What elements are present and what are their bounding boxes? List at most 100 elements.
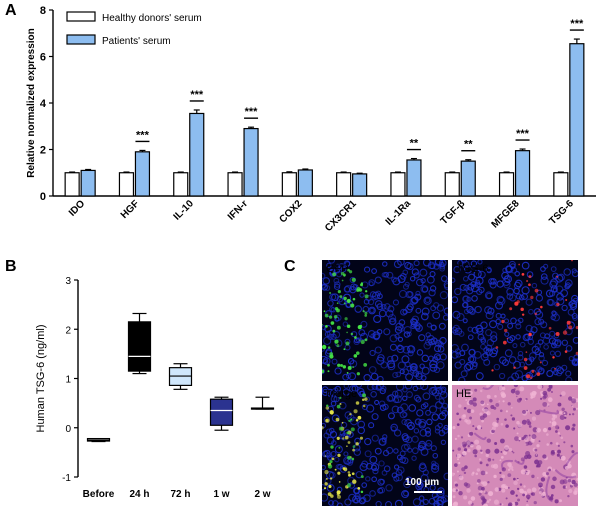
bar-healthy — [553, 172, 569, 197]
nucleus — [322, 368, 326, 375]
nucleus — [460, 370, 468, 378]
bar-patients — [243, 127, 259, 197]
he-cell — [542, 471, 547, 477]
x-tick-label: 2 w — [254, 489, 270, 500]
nucleus — [420, 312, 429, 321]
signal-spot — [322, 344, 327, 350]
x-tick-label: MFGE8 — [490, 198, 522, 230]
legend-label: Healthy donors' serum — [102, 13, 202, 24]
nucleus — [471, 326, 479, 334]
nucleus — [371, 295, 377, 301]
nucleus — [443, 307, 448, 315]
nucleus — [387, 412, 395, 420]
he-cell — [500, 391, 505, 396]
signal-spot — [335, 417, 340, 422]
panel-a-letter: A — [5, 2, 17, 19]
he-cell — [455, 489, 459, 492]
nucleus — [475, 372, 484, 381]
bar-patients — [189, 112, 205, 197]
he-cell — [513, 388, 516, 391]
bar-healthy — [498, 172, 515, 197]
he-cell — [515, 494, 518, 497]
nucleus — [525, 371, 534, 380]
he-cell — [469, 431, 474, 436]
nucleus — [458, 376, 466, 381]
he-cell — [489, 399, 493, 403]
signal-spot — [351, 277, 356, 282]
he-fiber — [501, 459, 513, 471]
nucleus — [409, 275, 416, 282]
signal-spot — [328, 484, 332, 489]
he-cell — [516, 487, 520, 490]
signal-spot — [327, 346, 331, 349]
nucleus — [376, 356, 385, 365]
nucleus — [412, 370, 420, 377]
he-cell — [472, 402, 477, 407]
he-cell — [469, 416, 472, 420]
nucleus — [463, 265, 473, 274]
signal-spot — [575, 351, 578, 356]
he-cell — [486, 403, 489, 406]
nucleus — [540, 276, 549, 285]
he-cell — [467, 444, 470, 448]
nucleus — [443, 424, 448, 431]
nucleus — [402, 368, 410, 376]
x-tick-label: TSG-6 — [547, 198, 576, 227]
nucleus — [543, 263, 549, 269]
he-cell — [549, 441, 553, 445]
nucleus — [504, 331, 510, 337]
nucleus — [347, 358, 355, 365]
nucleus — [382, 261, 388, 267]
he-cell — [533, 500, 537, 505]
nucleus — [369, 349, 376, 357]
signal-spot — [336, 325, 341, 330]
nucleus — [471, 295, 478, 302]
nucleus — [453, 265, 461, 274]
nucleus — [462, 301, 469, 308]
nucleus — [430, 337, 438, 345]
signal-spot — [518, 263, 521, 266]
nucleus — [404, 385, 413, 390]
nucleus — [375, 290, 382, 297]
x-tick-label: IL-1Ra — [384, 198, 414, 228]
signal-spot — [520, 307, 524, 312]
nucleus — [393, 260, 402, 269]
nucleus — [411, 296, 419, 304]
x-tick-label: IFN-r — [226, 198, 250, 222]
nucleus — [502, 267, 508, 273]
y-tick-label: 3 — [65, 276, 71, 287]
signal-spot — [329, 291, 332, 294]
he-cell — [496, 417, 500, 421]
nucleus — [404, 281, 410, 287]
signal-spot — [339, 295, 343, 299]
nucleus — [425, 332, 431, 338]
panel-c-letter: C — [284, 258, 296, 275]
nucleus — [424, 297, 431, 303]
nucleus — [353, 487, 361, 495]
he-cell — [501, 386, 506, 391]
nucleus — [415, 482, 423, 491]
signal-spot — [338, 481, 341, 483]
tsg6-box-plot: -1 0 1 2 3 Human TSG-6 (ng/ml) Before 24 h 72 h 1… — [35, 276, 275, 500]
he-cell — [516, 478, 519, 481]
he-cell — [463, 482, 468, 487]
nucleus — [513, 360, 522, 369]
signal-spot — [538, 309, 541, 311]
nucleus — [476, 327, 484, 335]
nucleus — [546, 298, 554, 306]
he-cell — [478, 492, 482, 496]
legend-swatch — [66, 34, 96, 45]
he-cell — [466, 408, 472, 414]
he-cell — [534, 448, 538, 452]
nucleus — [381, 469, 388, 476]
nucleus — [368, 422, 375, 429]
he-cell — [536, 427, 541, 433]
nucleus — [463, 284, 470, 292]
nucleus — [374, 276, 382, 284]
nucleus — [363, 374, 371, 381]
nucleus — [418, 421, 426, 429]
signal-spot — [554, 367, 556, 370]
nucleus — [510, 317, 517, 325]
nucleus — [415, 385, 424, 390]
nucleus — [423, 341, 432, 350]
